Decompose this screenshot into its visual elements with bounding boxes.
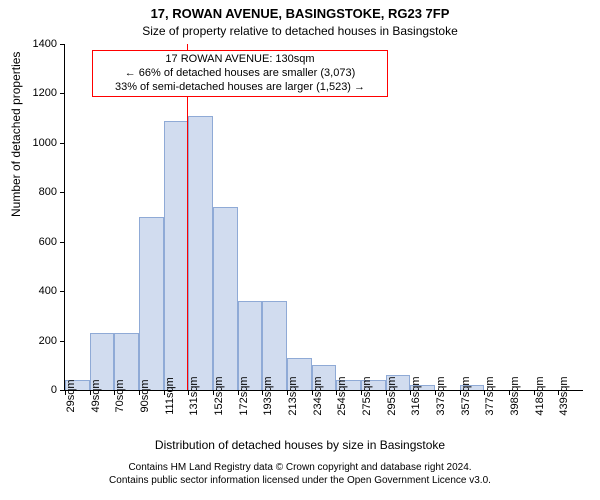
histogram-bar (213, 207, 238, 390)
x-tick-label: 275sqm (361, 376, 373, 415)
x-tick-label: 213sqm (287, 376, 299, 415)
y-tick (60, 93, 65, 94)
histogram-bar (164, 121, 189, 390)
y-tick-label: 200 (39, 335, 57, 347)
y-tick (60, 143, 65, 144)
x-tick-label: 90sqm (139, 379, 151, 412)
x-tick-label: 70sqm (114, 379, 126, 412)
property-size-chart: 17, ROWAN AVENUE, BASINGSTOKE, RG23 7FP … (0, 0, 600, 500)
x-tick-label: 377sqm (484, 376, 496, 415)
x-tick-label: 111sqm (164, 377, 176, 415)
annotation-line-3: 33% of semi-detached houses are larger (… (97, 81, 383, 95)
histogram-bar (139, 217, 164, 390)
annotation-line-2: ← 66% of detached houses are smaller (3,… (97, 67, 383, 81)
x-axis-label: Distribution of detached houses by size … (0, 438, 600, 452)
y-tick-label: 1400 (33, 38, 57, 50)
y-axis-label: Number of detached properties (9, 52, 23, 217)
x-tick-label: 152sqm (213, 376, 225, 415)
x-tick-label: 295sqm (386, 376, 398, 415)
y-tick-label: 0 (51, 384, 57, 396)
y-tick (60, 44, 65, 45)
x-tick-label: 337sqm (435, 376, 447, 415)
footer-line-2: Contains public sector information licen… (0, 475, 600, 488)
x-tick-label: 172sqm (238, 376, 250, 415)
x-tick-label: 49sqm (90, 379, 102, 412)
y-tick (60, 341, 65, 342)
annotation-box: 17 ROWAN AVENUE: 130sqm ← 66% of detache… (92, 50, 388, 97)
y-tick-label: 1000 (33, 137, 57, 149)
chart-title: 17, ROWAN AVENUE, BASINGSTOKE, RG23 7FP (0, 6, 600, 21)
y-tick-label: 400 (39, 285, 57, 297)
y-tick-label: 600 (39, 236, 57, 248)
y-tick (60, 192, 65, 193)
x-tick-label: 357sqm (460, 376, 472, 415)
x-tick-label: 234sqm (312, 376, 324, 415)
x-tick-label: 418sqm (534, 376, 546, 415)
annotation-line-1: 17 ROWAN AVENUE: 130sqm (97, 53, 383, 67)
x-tick-label: 254sqm (336, 376, 348, 415)
x-tick-label: 29sqm (65, 379, 77, 412)
x-tick-label: 131sqm (188, 376, 200, 415)
x-tick-label: 439sqm (558, 376, 570, 415)
footer-line-1: Contains HM Land Registry data © Crown c… (0, 462, 600, 475)
y-tick-label: 1200 (33, 87, 57, 99)
x-tick-label: 193sqm (262, 376, 274, 415)
y-tick-label: 800 (39, 186, 57, 198)
histogram-bar (188, 116, 213, 390)
x-tick-label: 316sqm (410, 376, 422, 415)
y-tick (60, 242, 65, 243)
chart-subtitle: Size of property relative to detached ho… (0, 24, 600, 38)
x-tick-label: 398sqm (509, 376, 521, 415)
chart-footer: Contains HM Land Registry data © Crown c… (0, 462, 600, 487)
y-tick (60, 291, 65, 292)
